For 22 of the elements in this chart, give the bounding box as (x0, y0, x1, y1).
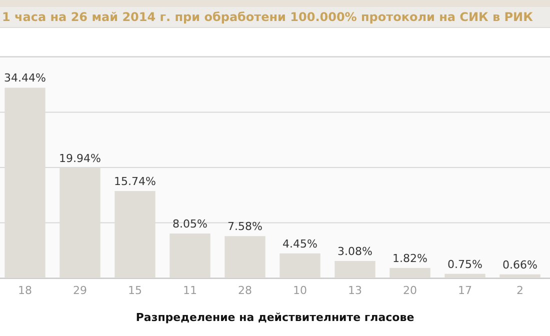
x-tick-label: 18 (18, 284, 32, 297)
x-tick-label: 29 (73, 284, 87, 297)
data-label: 4.45% (282, 237, 318, 250)
data-label: 3.08% (338, 244, 372, 258)
chart-title: 1 часа на 26 май 2014 г. при обработени 100.000% протоколи на СИК в РИК (2, 10, 534, 24)
data-label: 1.82% (392, 252, 428, 265)
x-tick-label: 10 (293, 284, 307, 297)
data-label: 7.58% (228, 220, 262, 234)
data-label: 19.94% (59, 152, 101, 165)
x-tick-label: 28 (238, 284, 252, 297)
x-tick-label: 2 (516, 284, 524, 297)
x-tick-label: 13 (348, 284, 362, 297)
data-label: 34.44% (4, 72, 46, 85)
data-label: 15.74% (114, 175, 156, 188)
x-tick-label: 11 (183, 284, 197, 297)
x-axis-title: Разпределение на действителните гласове (136, 311, 414, 324)
data-label: 8.05% (172, 218, 208, 231)
x-tick-label: 20 (403, 284, 417, 297)
data-label: 0.75% (448, 258, 482, 271)
x-tick-label: 17 (458, 284, 472, 297)
data-label: 0.66% (502, 258, 538, 272)
x-tick-label: 15 (128, 284, 142, 297)
